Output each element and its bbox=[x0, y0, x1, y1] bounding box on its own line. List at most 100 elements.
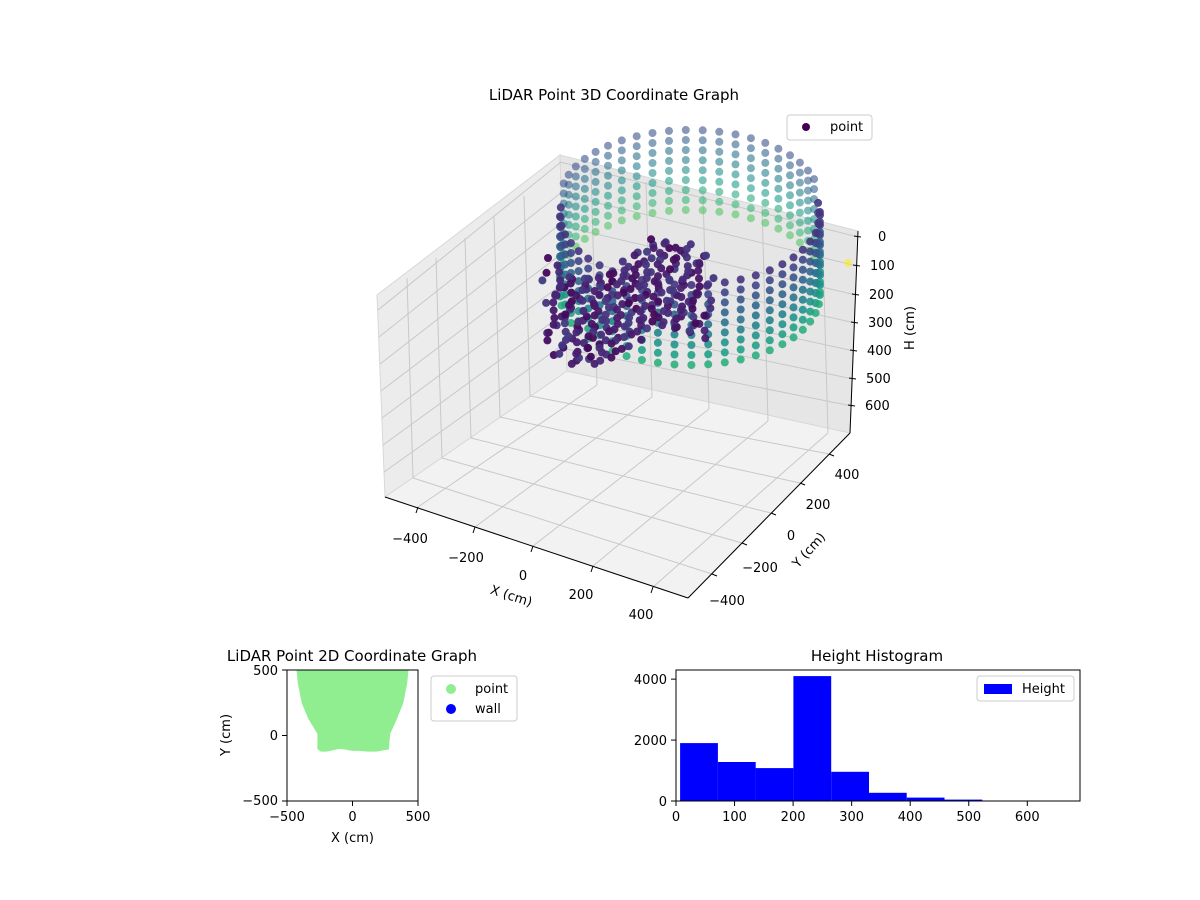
point-3d bbox=[806, 287, 815, 296]
point-3d bbox=[681, 156, 690, 164]
grid-line bbox=[383, 341, 568, 473]
point-3d bbox=[720, 318, 729, 327]
point-3d bbox=[653, 358, 662, 367]
point-3d bbox=[761, 218, 770, 227]
point-3d bbox=[698, 186, 707, 195]
point-3d bbox=[636, 307, 645, 316]
point-3d bbox=[559, 189, 568, 198]
point-3d bbox=[594, 274, 603, 282]
legend-2d: point wall bbox=[430, 675, 518, 722]
point-3d bbox=[580, 164, 589, 173]
point-3d bbox=[610, 325, 619, 334]
point-3d bbox=[700, 326, 709, 335]
point-3d bbox=[571, 232, 580, 241]
point-3d bbox=[698, 146, 707, 155]
point-3d bbox=[786, 161, 794, 170]
point-3d bbox=[549, 306, 558, 315]
point-3d bbox=[689, 296, 697, 305]
point-3d bbox=[670, 330, 679, 339]
point-3d bbox=[685, 327, 694, 335]
point-3d bbox=[761, 148, 770, 157]
point-3d bbox=[609, 269, 618, 278]
point-3d bbox=[698, 156, 707, 165]
histogram-bar bbox=[906, 797, 945, 801]
point-3d bbox=[665, 136, 673, 145]
point-3d bbox=[620, 333, 628, 342]
point-3d bbox=[640, 280, 649, 289]
point-3d bbox=[632, 152, 641, 161]
point-3d bbox=[617, 277, 626, 285]
point-3d bbox=[707, 296, 716, 305]
point-3d bbox=[648, 199, 657, 207]
point-3d bbox=[720, 348, 729, 357]
point-3d bbox=[561, 230, 570, 239]
point-3d bbox=[632, 172, 641, 181]
point-3d bbox=[604, 181, 612, 190]
histogram-bar bbox=[680, 743, 718, 801]
point-3d bbox=[659, 318, 668, 327]
point-3d bbox=[731, 200, 740, 209]
point-3d bbox=[596, 356, 605, 365]
grid-line bbox=[464, 237, 472, 439]
y-tick-label: 400 bbox=[835, 468, 860, 483]
point-3d bbox=[604, 151, 612, 160]
point-3d bbox=[665, 126, 673, 135]
point-3d bbox=[574, 267, 583, 276]
point-3d bbox=[698, 206, 707, 215]
point-3d bbox=[617, 176, 626, 185]
point-3d bbox=[786, 191, 794, 200]
point-3d bbox=[778, 330, 787, 339]
point-3d bbox=[774, 154, 783, 163]
point-3d bbox=[565, 273, 574, 282]
legend-3d-marker bbox=[802, 123, 810, 131]
point-3d bbox=[789, 303, 798, 312]
point-3d bbox=[604, 201, 612, 210]
point-3d bbox=[542, 298, 551, 307]
grid-line bbox=[441, 457, 743, 544]
grid-line bbox=[382, 311, 567, 446]
histogram-bar bbox=[755, 768, 794, 801]
point-3d bbox=[642, 274, 651, 283]
point-3d bbox=[604, 171, 612, 180]
z-tick-label: 200 bbox=[869, 288, 894, 303]
point-3d bbox=[687, 351, 696, 359]
point-3d bbox=[798, 275, 807, 284]
point-3d bbox=[624, 318, 633, 327]
point-3d bbox=[751, 351, 760, 360]
point-3d bbox=[701, 334, 710, 343]
y-tick-label: −500 bbox=[242, 794, 278, 809]
point-3d bbox=[580, 224, 589, 233]
point-3d bbox=[648, 209, 657, 217]
point-3d bbox=[751, 301, 760, 310]
point-3d bbox=[798, 255, 807, 264]
point-3d bbox=[580, 154, 589, 163]
x-tick-label: 100 bbox=[722, 810, 747, 825]
point-3d bbox=[659, 307, 668, 316]
point-3d bbox=[736, 285, 745, 294]
point-3d bbox=[765, 316, 774, 325]
x-tick-label: 200 bbox=[781, 810, 806, 825]
point-3d bbox=[665, 275, 674, 284]
point-3d bbox=[778, 270, 787, 279]
point-3d bbox=[806, 257, 815, 266]
x-ticks-histogram: 0 100 200 300 400 500 600 bbox=[672, 801, 1040, 825]
grid-line bbox=[378, 191, 563, 338]
point-3d bbox=[643, 324, 651, 333]
point-3d bbox=[544, 328, 553, 337]
point-3d bbox=[604, 221, 612, 230]
point-3d bbox=[571, 162, 580, 171]
y-tick-label: 200 bbox=[806, 498, 831, 513]
point-3d bbox=[806, 307, 815, 316]
point-3d bbox=[594, 307, 603, 316]
point-3d bbox=[698, 136, 707, 145]
point-3d bbox=[641, 301, 650, 310]
point-3d bbox=[572, 338, 581, 347]
legend-histogram-label: Height bbox=[1022, 682, 1065, 697]
point-3d bbox=[671, 324, 679, 333]
point-3d bbox=[798, 285, 807, 294]
grid-line bbox=[493, 216, 501, 418]
point-3d bbox=[648, 149, 657, 157]
point-3d bbox=[774, 224, 783, 233]
point-3d bbox=[557, 282, 565, 290]
point-3d bbox=[590, 287, 599, 295]
